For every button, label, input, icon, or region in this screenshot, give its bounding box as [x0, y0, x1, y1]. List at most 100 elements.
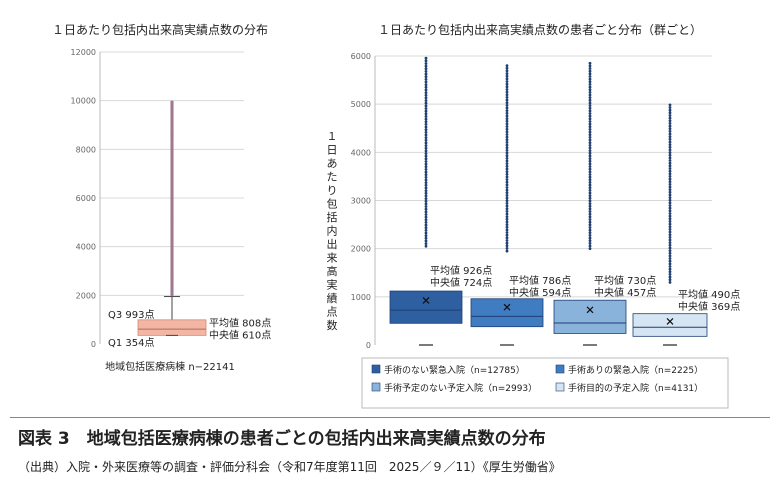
right-outlier-point [424, 183, 428, 187]
right-outlier-point [668, 180, 672, 184]
right-outlier-point [424, 56, 428, 60]
right-chart-title: １日あたり包括内出来高実績点数の患者ごと分布（群ごと） [378, 22, 702, 37]
right-outlier-point [505, 196, 509, 200]
right-outlier-point [505, 162, 509, 166]
right-box [632, 313, 708, 337]
right-outlier-point [424, 186, 428, 190]
figure-source: （出典）入院・外来医療等の調査・評価分科会（令和7年度第11回 2025／９／1… [18, 460, 561, 474]
right-outlier-point [505, 167, 509, 171]
legend-swatch [555, 364, 565, 374]
right-outlier-point [424, 223, 428, 227]
legend-swatch [371, 364, 381, 374]
right-outlier-point [588, 244, 592, 248]
right-outlier-point [668, 114, 672, 117]
right-y-tick-label: 0 [366, 341, 371, 350]
right-outlier-point [505, 106, 509, 110]
right-outlier-point [424, 231, 428, 235]
right-outlier-point [588, 120, 592, 123]
right-outlier-point [505, 119, 509, 123]
right-outlier-point [505, 64, 509, 68]
right-outlier-point [668, 233, 672, 237]
right-outlier-point [588, 199, 592, 203]
right-outlier-point [588, 114, 592, 118]
right-y-label-char: あ [327, 157, 338, 170]
right-box-plot: １日あたり包括内出来高実績点数の患者ごと分布（群ごと） １日あたり包括内出来高実… [327, 22, 740, 409]
right-outlier-point [505, 117, 509, 121]
right-outlier-point [668, 193, 672, 197]
right-outlier-point [668, 116, 672, 120]
chart-canvas: １日あたり包括内出来高実績点数の分布 0 2000 4000 6000 8000 1000… [52, 22, 740, 409]
right-outlier-point [424, 83, 428, 87]
right-outlier-point [505, 188, 509, 192]
right-outlier-point [668, 140, 672, 144]
right-outlier-point [424, 130, 428, 134]
right-outlier-point [668, 230, 672, 234]
right-outlier-point [505, 103, 509, 107]
right-outlier-point [668, 164, 672, 168]
right-outlier-point [424, 202, 428, 206]
right-outlier-point [505, 146, 509, 150]
right-outlier-point [505, 231, 509, 234]
right-outlier-point [505, 186, 509, 189]
left-q3-label: Q3 993点 [108, 309, 155, 321]
right-outlier-point [668, 196, 672, 200]
right-outlier-point [424, 149, 428, 153]
right-outlier-point [668, 103, 672, 107]
right-outlier-point [424, 99, 428, 102]
right-outlier-point [505, 101, 509, 105]
right-outlier-point [588, 178, 592, 182]
legend-item-label: 手術ありの緊急入院（n=2225） [568, 364, 703, 376]
right-outlier-point [424, 67, 428, 71]
right-outlier-point [424, 189, 428, 193]
right-outlier-point [505, 170, 509, 174]
figure-caption: 図表 3 地域包括医療病棟の患者ごとの包括内出来高実績点数の分布 [18, 429, 546, 449]
left-box [137, 319, 207, 336]
left-y-tick-label: 10000 [71, 97, 96, 106]
right-outlier-point [588, 181, 592, 184]
right-outlier-point [505, 143, 509, 147]
right-outlier-point [668, 262, 672, 266]
right-outlier-point [588, 90, 592, 94]
right-y-label-char: 出 [327, 237, 338, 251]
right-outlier-point [505, 90, 509, 94]
right-outlier-point [424, 117, 428, 121]
right-outlier-point [668, 175, 672, 178]
right-outlier-point [505, 220, 509, 224]
right-outlier-point [588, 143, 592, 147]
right-outlier-point [668, 108, 672, 112]
right-outlier-point [668, 278, 672, 282]
right-outlier-point [505, 239, 509, 242]
right-mean-label: 平均値 490点 [678, 288, 740, 301]
right-outlier-point [588, 234, 592, 237]
legend-item-label: 手術目的の予定入院（n=4131） [568, 382, 703, 394]
right-outlier-point [424, 162, 428, 166]
right-outlier-point [588, 228, 592, 232]
right-outlier-point [668, 235, 672, 239]
right-outlier-point [668, 137, 672, 141]
right-outlier-point [424, 133, 428, 137]
right-outlier-point [668, 259, 672, 263]
right-outlier-point [424, 207, 428, 211]
right-outlier-point [668, 188, 672, 192]
left-y-tick-label: 4000 [76, 243, 96, 252]
right-mean-label: 平均値 786点 [509, 274, 571, 287]
right-y-tick-label: 1000 [351, 293, 371, 302]
right-outlier-point [588, 191, 592, 195]
right-outlier-point [668, 151, 672, 154]
right-outlier-point [588, 72, 592, 76]
right-outlier-point [424, 141, 428, 145]
right-outlier-point [424, 85, 428, 89]
right-outlier-point [588, 175, 592, 179]
right-outlier-point [424, 152, 428, 155]
right-outlier-point [588, 98, 592, 102]
right-outlier-point [424, 120, 428, 124]
right-outlier-point [424, 72, 428, 76]
right-outlier-point [424, 80, 428, 84]
right-y-tick-label: 2000 [351, 245, 371, 254]
right-outlier-point [424, 234, 428, 238]
legend: 手術のない緊急入院（n=12785） 手術ありの緊急入院（n=2225） 手術予定の… [361, 357, 729, 409]
right-y-label-char: 包 [327, 198, 338, 211]
right-outlier-point [668, 225, 672, 229]
right-outlier-point [505, 149, 509, 152]
